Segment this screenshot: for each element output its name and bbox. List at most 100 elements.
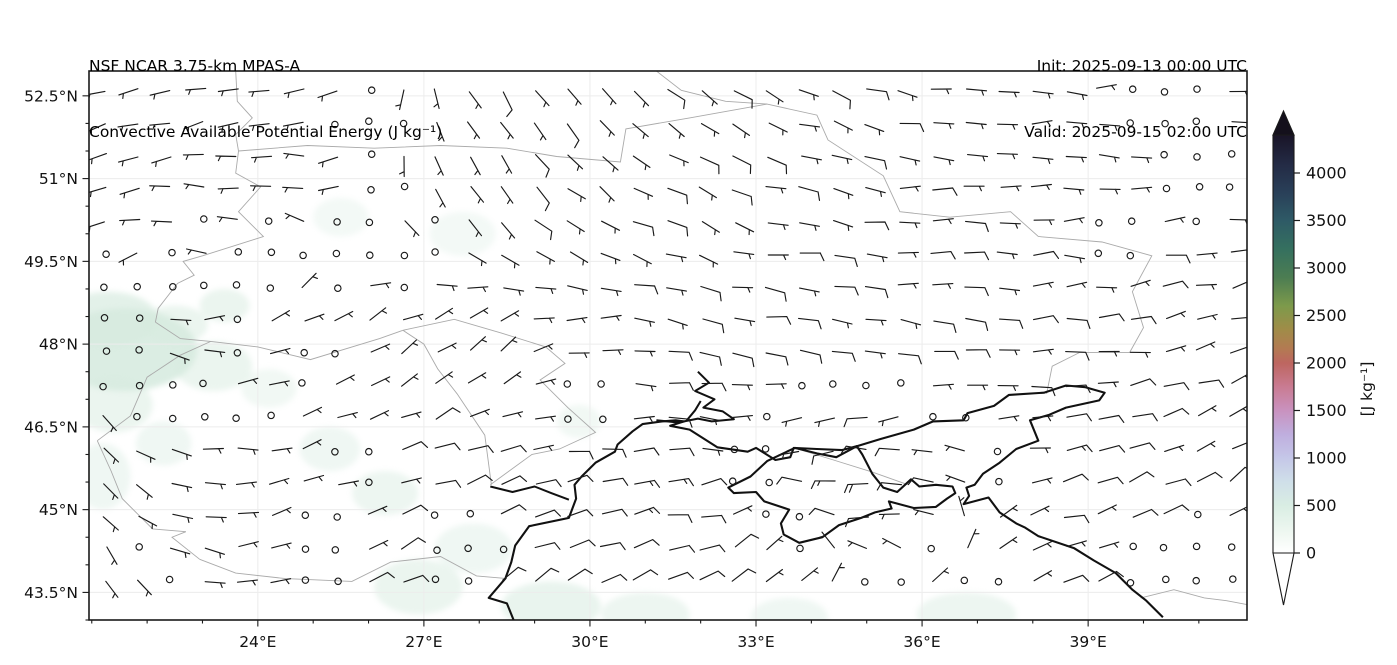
colorbar-tick-label: 3000 [1306,259,1347,278]
wind-barb [701,221,720,236]
wind-barb [283,88,305,99]
wind-barb [633,539,660,549]
wind-barb [833,120,853,134]
wind-barb [876,482,903,491]
wind-barb [468,219,483,237]
calm-wind-icon [334,577,342,586]
cape-shade-blob [916,592,1017,620]
wind-barb [668,571,694,580]
calm-wind-icon [232,281,241,289]
wind-barb [150,220,173,227]
wind-barb [833,220,854,231]
model-title: NSF NCAR 3.75-km MPAS-A [89,57,301,75]
wind-barb [1097,504,1117,515]
cape-shade-blob [313,197,369,237]
wind-barb [437,342,457,353]
wind-barb [958,495,965,517]
calm-wind-icon [765,478,773,487]
wind-barb [185,87,207,95]
wind-barb [503,287,525,296]
wind-barb [271,310,290,322]
wind-barb [89,153,107,165]
colorbar-tick-label: 1500 [1306,401,1347,420]
calm-wind-icon [331,546,340,554]
calm-wind-icon [200,281,208,290]
wind-barb [118,156,139,167]
wind-barb [1131,156,1153,164]
wind-barb [535,415,556,422]
wind-barb [1165,345,1187,353]
calm-wind-icon [597,380,605,388]
calm-wind-icon [962,413,970,422]
calm-wind-icon [298,379,306,387]
x-tick-label: 30°E [571,633,608,651]
wind-barb [204,482,226,490]
calm-wind-icon [1192,542,1201,551]
calm-wind-icon [366,251,374,259]
wind-barb [899,185,921,192]
wind-barb [404,220,420,238]
wind-barb [701,90,718,107]
wind-barb [1066,413,1092,422]
wind-barb [1066,91,1088,100]
wind-barb [151,156,172,167]
wind-barb [270,347,291,355]
wind-barb [403,313,424,321]
wind-barb [668,350,693,361]
wind-barb [282,186,304,193]
wind-barb [534,219,553,241]
wind-barb [248,123,270,131]
wind-barb [149,122,171,131]
wind-barb [248,89,270,97]
wind-barb [810,480,836,490]
wind-barb [767,254,789,261]
wind-barb [204,547,225,559]
wind-barb [301,272,318,289]
calm-wind-icon [1160,150,1168,159]
wind-barb [1163,382,1190,391]
wind-barb [138,515,158,530]
wind-barb [932,383,954,390]
wind-barb [1198,379,1225,388]
wind-barb [369,539,389,550]
wind-barb [1131,186,1153,193]
wind-barb [1000,185,1022,192]
wind-barb [470,408,490,417]
wind-barb [566,123,580,149]
wind-barb [1097,381,1119,388]
wind-barb [202,447,224,454]
wind-barb [633,415,655,422]
wind-barb [602,448,627,458]
wind-barb [602,349,624,355]
wind-barb [599,186,615,203]
calm-wind-icon [367,86,376,94]
calm-wind-icon [762,510,770,518]
wind-barb [701,514,727,524]
country-border [797,448,909,486]
y-tick-label: 46.5°N [24,418,78,436]
wind-barb [271,447,293,454]
calm-wind-icon [1128,85,1137,93]
x-tick-label: 33°E [737,633,774,651]
calm-wind-icon [1194,510,1202,519]
wind-barb [535,479,562,488]
calm-wind-icon [165,575,174,584]
y-tick-label: 43.5°N [24,584,78,602]
calm-wind-icon [433,546,441,554]
wind-barb [913,509,934,516]
calm-wind-icon [798,381,806,390]
wind-barb [600,314,622,321]
calm-wind-icon [1227,150,1236,158]
wind-barb [667,318,688,330]
calm-wind-icon [365,218,374,227]
y-tick-label: 49.5°N [24,253,78,271]
wind-barb [933,320,957,333]
calm-wind-icon [133,412,141,421]
calm-wind-icon [861,578,869,586]
wind-barb [934,350,959,360]
wind-barb [1195,341,1216,351]
calm-wind-icon [431,248,439,256]
wind-barb [897,90,918,102]
calm-wind-icon [367,186,375,194]
